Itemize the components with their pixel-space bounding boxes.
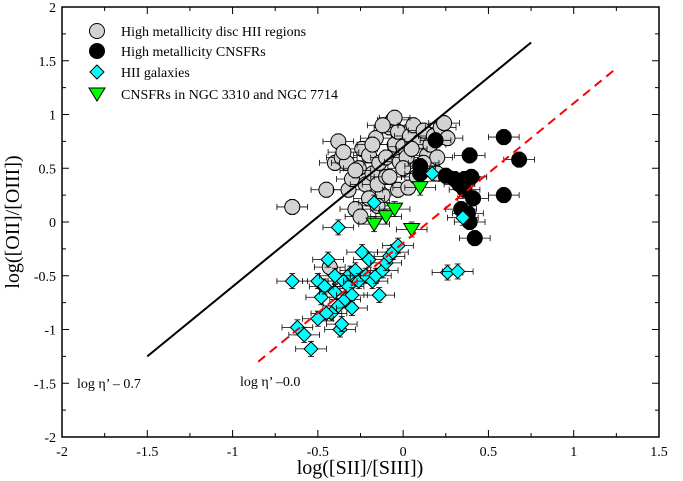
- y-tick-label: -1.5: [34, 377, 56, 392]
- data-point: [364, 136, 381, 153]
- legend-label-cnsfrs: High metallicity CNSFRs: [121, 45, 266, 60]
- legend: High metallicity disc HII regions High m…: [88, 23, 338, 103]
- legend-marker-hii-regions: [89, 23, 105, 39]
- data-point: [461, 147, 478, 164]
- data-point: [330, 219, 347, 236]
- data-point: [395, 160, 412, 177]
- legend-marker-ngc: [88, 87, 106, 102]
- y-tick-label: 0.5: [39, 162, 57, 177]
- data-point: [371, 287, 387, 303]
- data-point: [296, 327, 312, 343]
- legend-label-hii-regions: High metallicity disc HII regions: [121, 25, 306, 40]
- x-tick-label: -0.5: [307, 445, 329, 460]
- data-point: [303, 341, 319, 357]
- x-axis-title: log([SII]/[SIII]): [297, 457, 424, 479]
- y-tick-label: 1: [49, 109, 56, 124]
- data-point: [347, 162, 364, 179]
- reference-line-eta-0-7: [146, 41, 532, 358]
- legend-label-ngc: CNSFRs in NGC 3310 and NGC 7714: [121, 88, 338, 103]
- reference-line-eta-0-0: [257, 67, 617, 363]
- data-point: [365, 217, 384, 233]
- x-tick-label: 0: [400, 445, 407, 460]
- x-tick-label: 1: [570, 445, 577, 460]
- data-point: [402, 223, 421, 238]
- y-tick-label: 1.5: [39, 55, 57, 70]
- data-point: [366, 194, 382, 211]
- data-point: [427, 132, 444, 149]
- data-point: [450, 263, 466, 280]
- data-point: [334, 316, 350, 332]
- data-point: [320, 251, 336, 268]
- data-point: [465, 190, 482, 207]
- y-tick-label: -1: [44, 324, 56, 339]
- data-point: [335, 144, 352, 161]
- x-tick-label: -1.5: [136, 445, 158, 460]
- data-point: [424, 165, 440, 182]
- data-point: [318, 181, 335, 198]
- legend-label-hii-galaxies: HII galaxies: [121, 66, 190, 81]
- annotation-eta-0-0: log η’ –0.0: [240, 375, 300, 390]
- data-point: [455, 209, 471, 226]
- series-3: [358, 179, 436, 238]
- data-point: [411, 181, 430, 196]
- y-tick-label: 2: [49, 1, 56, 16]
- x-tick-label: 0.5: [480, 445, 498, 460]
- data-point: [377, 210, 395, 225]
- data-point: [352, 208, 369, 225]
- x-tick-label: 1.5: [650, 445, 668, 460]
- data-point: [456, 171, 473, 187]
- data-point: [284, 273, 300, 289]
- x-tick-label: -2: [56, 445, 68, 460]
- y-tick-label: -0.5: [34, 270, 56, 285]
- data-point: [436, 115, 453, 132]
- data-point: [284, 198, 301, 215]
- data-point: [310, 311, 326, 327]
- data-point: [495, 129, 512, 146]
- y-tick-label: -2: [44, 431, 56, 446]
- legend-marker-cnsfrs: [89, 43, 105, 59]
- annotation-eta-0-7: log η’ – 0.7: [77, 377, 141, 392]
- data-point: [327, 268, 343, 284]
- data-point: [466, 230, 483, 247]
- x-tick-label: -1: [227, 445, 239, 460]
- data-point: [381, 168, 398, 185]
- legend-marker-hii-galaxies: [89, 64, 105, 80]
- data-point: [511, 151, 528, 168]
- data-point: [344, 300, 360, 316]
- data-point: [385, 202, 404, 218]
- data-point: [429, 149, 446, 166]
- y-axis-title: log([OII]/[OIII]): [2, 155, 24, 288]
- data-point: [495, 187, 512, 204]
- y-tick-label: 0: [49, 216, 56, 231]
- data-point: [374, 117, 391, 134]
